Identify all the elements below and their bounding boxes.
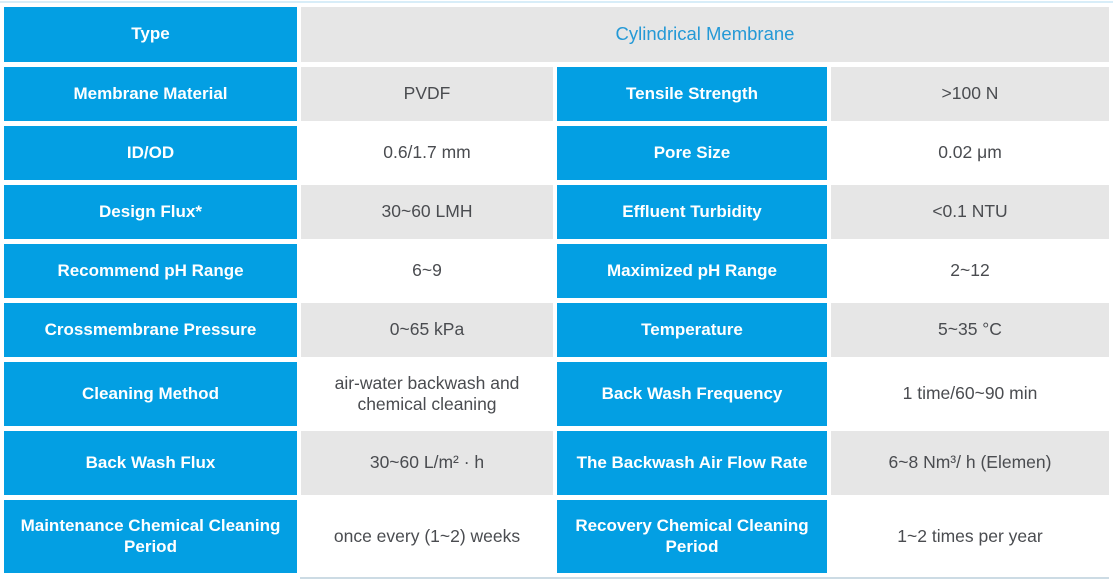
spec-value-recovery-chemical-cleaning-period: 1~2 times per year [831,500,1109,573]
spec-label-back-wash-flux: Back Wash Flux [4,431,297,495]
spec-value-membrane-material: PVDF [301,67,553,121]
spec-label-maintenance-chemical-cleaning-period: Maintenance Chemical Cleaning Period [4,500,297,573]
spec-value-id-od: 0.6/1.7 mm [301,126,553,180]
spec-label-pore-size: Pore Size [557,126,827,180]
spec-label-cleaning-method: Cleaning Method [4,362,297,426]
spec-label-recommend-ph-range: Recommend pH Range [4,244,297,298]
top-divider-line [0,1,1113,3]
spec-label-temperature: Temperature [557,303,827,357]
spec-label-id-od: ID/OD [4,126,297,180]
spec-label-back-wash-frequency: Back Wash Frequency [557,362,827,426]
spec-label-design-flux: Design Flux* [4,185,297,239]
spec-label-maximized-ph-range: Maximized pH Range [557,244,827,298]
bottom-divider-line [300,577,1109,579]
spec-label-effluent-turbidity: Effluent Turbidity [557,185,827,239]
spec-value-design-flux: 30~60 LMH [301,185,553,239]
spec-label-type: Type [4,7,297,62]
spec-label-membrane-material: Membrane Material [4,67,297,121]
spec-value-maximized-ph-range: 2~12 [831,244,1109,298]
spec-label-tensile-strength: Tensile Strength [557,67,827,121]
spec-value-back-wash-frequency: 1 time/60~90 min [831,362,1109,426]
spec-value-temperature: 5~35 °C [831,303,1109,357]
spec-value-back-wash-flux: 30~60 L/m² · h [301,431,553,495]
spec-label-recovery-chemical-cleaning-period: Recovery Chemical Cleaning Period [557,500,827,573]
spec-value-effluent-turbidity: <0.1 NTU [831,185,1109,239]
spec-value-backwash-air-flow-rate: 6~8 Nm³/ h (Elemen) [831,431,1109,495]
spec-value-pore-size: 0.02 μm [831,126,1109,180]
spec-value-recommend-ph-range: 6~9 [301,244,553,298]
spec-value-cleaning-method: air-water backwash and chemical cleaning [301,362,553,426]
spec-label-backwash-air-flow-rate: The Backwash Air Flow Rate [557,431,827,495]
spec-value-maintenance-chemical-cleaning-period: once every (1~2) weeks [301,500,553,573]
spec-value-tensile-strength: >100 N [831,67,1109,121]
spec-label-crossmembrane-pressure: Crossmembrane Pressure [4,303,297,357]
spec-value-crossmembrane-pressure: 0~65 kPa [301,303,553,357]
spec-value-type: Cylindrical Membrane [301,7,1109,62]
